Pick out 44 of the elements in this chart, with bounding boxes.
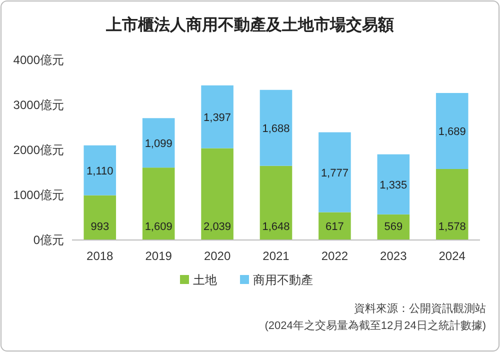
data-label: 1,689 <box>438 126 466 138</box>
y-tick-label: 0億元 <box>33 233 64 247</box>
bar <box>436 92 468 169</box>
bar <box>260 166 292 240</box>
legend-label: 土地 <box>193 273 217 287</box>
x-tick-label: 2024 <box>438 249 466 263</box>
y-tick-label: 1000億元 <box>13 188 64 202</box>
text: (2024年之交易量為截至12月24日之統計數據) <box>264 319 486 332</box>
data-label: 617 <box>326 221 344 233</box>
bar <box>142 168 175 240</box>
x-tick-label: 2020 <box>204 249 231 263</box>
x-tick-label: 2022 <box>321 249 348 263</box>
data-label: 1,777 <box>320 167 348 180</box>
data-label: 1,578 <box>438 221 466 233</box>
y-tick-label: 3000億元 <box>13 98 64 112</box>
data-label: 1,648 <box>262 221 290 233</box>
bar <box>201 148 234 240</box>
bar <box>318 212 351 240</box>
x-tick-label: 2023 <box>380 249 408 263</box>
data-label: 1,688 <box>262 122 290 135</box>
data-label: 1,110 <box>86 165 114 178</box>
x-tick-label: 2018 <box>86 249 114 263</box>
bar <box>260 90 292 166</box>
data-label: 1,397 <box>204 112 232 124</box>
bar <box>84 145 116 196</box>
bar <box>201 85 234 148</box>
data-label: 1,335 <box>380 179 408 192</box>
legend-label: 商用不動產 <box>253 273 313 287</box>
y-tick-label: 4000億元 <box>13 53 64 67</box>
source-note: 資料來源：公開資訊觀測站 <box>354 302 486 315</box>
bar <box>318 132 351 212</box>
x-tick-label: 2019 <box>145 249 172 263</box>
data-label: 1,609 <box>144 221 172 233</box>
bar <box>436 168 468 240</box>
bar <box>377 154 410 214</box>
chart-title: 上市櫃法人商用不動產及土地市場交易額 <box>105 15 394 34</box>
bar <box>84 195 116 240</box>
x-tick-label: 2021 <box>262 249 290 263</box>
data-label: 2,039 <box>204 221 232 233</box>
data-label: 993 <box>90 221 110 233</box>
y-tick-label: 2000億元 <box>13 143 64 157</box>
data-label: 569 <box>384 221 403 233</box>
data-label: 1,099 <box>144 138 172 150</box>
bar <box>142 118 175 168</box>
